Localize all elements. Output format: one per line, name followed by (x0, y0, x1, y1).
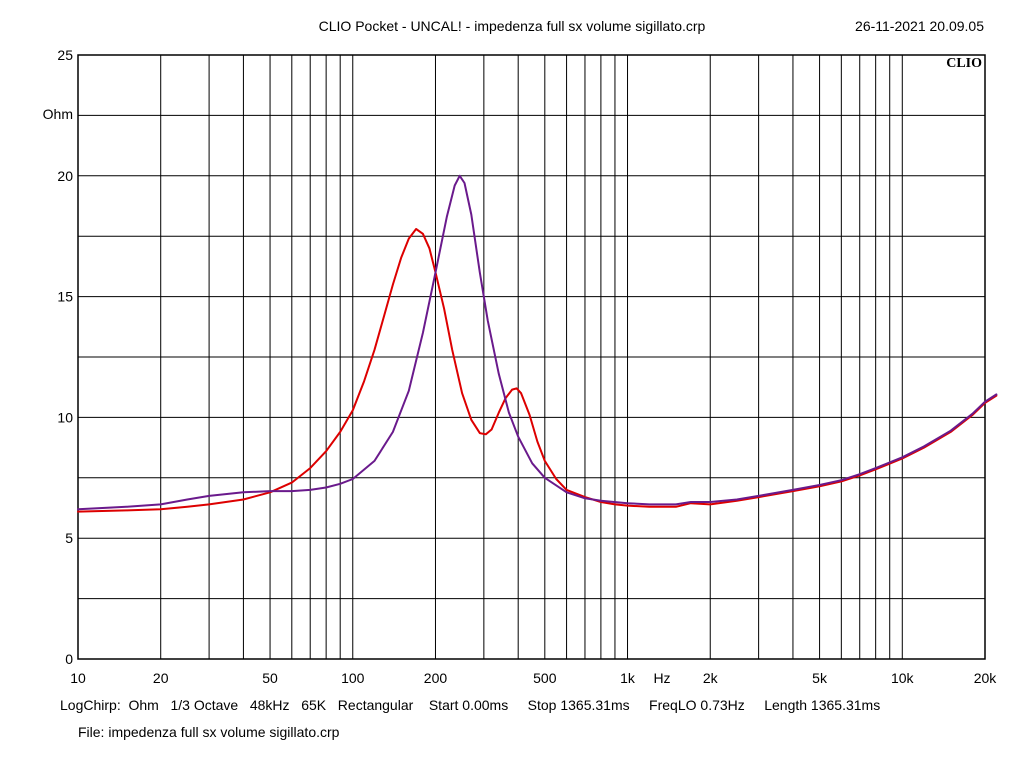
y-tick-label: 0 (65, 651, 73, 667)
x-tick-label: 100 (341, 670, 365, 686)
file-name: File: impedenza full sx volume sigillato… (78, 724, 340, 740)
x-tick-label: 10k (891, 670, 915, 686)
plot-frame (77, 54, 986, 660)
x-tick-label: 2k (703, 670, 719, 686)
y-tick-label: 10 (57, 409, 73, 425)
y-axis-label: Ohm (43, 106, 73, 122)
y-tick-label: 5 (65, 530, 73, 546)
x-tick-label: 10 (70, 670, 86, 686)
x-tick-label: 50 (262, 670, 278, 686)
series-group (77, 174, 998, 513)
tick-labels: 10 20 50 100 200 500 1k 2k 5k 10k 20k 0 5 10 15 20 25 (57, 47, 997, 686)
x-tick-label: 200 (424, 670, 448, 686)
y-tick-label: 20 (57, 168, 73, 184)
impedance-curve-2 (77, 174, 998, 511)
x-tick-label: 20 (153, 670, 169, 686)
measurement-settings: LogChirp: Ohm 1/3 Octave 48kHz 65K Recta… (60, 697, 881, 713)
grid (77, 54, 986, 660)
y-tick-label: 15 (57, 289, 73, 305)
x-tick-label: 5k (812, 670, 828, 686)
chart-title: CLIO Pocket - UNCAL! - impedenza full sx… (318, 18, 706, 34)
impedance-curve-1 (77, 228, 998, 513)
x-tick-label: 1k (620, 670, 636, 686)
x-axis-label: Hz (653, 670, 670, 686)
x-tick-label: 20k (974, 670, 998, 686)
clio-logo: CLIO (946, 56, 982, 71)
y-tick-label: 25 (57, 47, 73, 63)
x-tick-label: 500 (533, 670, 557, 686)
timestamp: 26-11-2021 20.09.05 (855, 18, 984, 34)
